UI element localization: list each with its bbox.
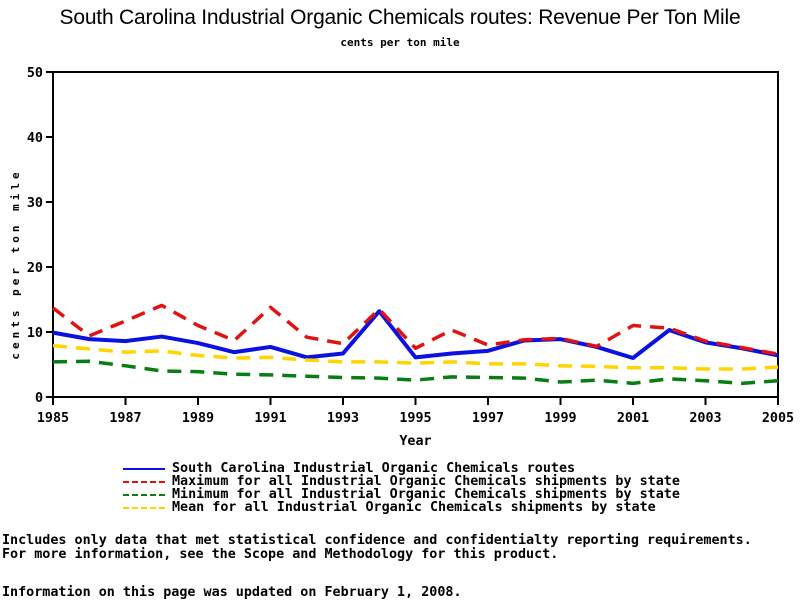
y-tick-label: 20 [27,261,43,276]
legend-label: Mean for all Industrial Organic Chemical… [172,500,656,515]
x-tick-label: 1989 [182,411,214,426]
legend-label: South Carolina Industrial Organic Chemic… [172,461,576,476]
line-chart-plot-area: 0 10 20 30 40 50 1985 1987 1989 1991 1993 1995 1997 1… [9,66,794,449]
legend-label: Minimum for all Industrial Organic Chemi… [172,487,680,502]
y-tick-label: 0 [35,391,43,406]
series-line-3 [52,343,779,371]
legend-item: Maximum for all Industrial Organic Chemi… [123,475,680,488]
legend-line-swatch [123,493,165,496]
x-tick-label: 1999 [544,411,576,426]
legend-line-swatch [123,506,165,509]
y-tick-label: 30 [27,196,43,211]
x-tick-label: 2005 [762,411,794,426]
chart-title: South Carolina Industrial Organic Chemic… [59,6,741,29]
x-axis-title: Year [399,434,431,449]
x-tick-label: 1993 [327,411,359,426]
x-tick-label: 1997 [472,411,504,426]
x-tick-label: 1987 [109,411,141,426]
chart-subtitle: cents per ton mile [340,36,460,49]
series-line-1 [51,303,779,356]
y-tick-label: 40 [27,131,43,146]
y-axis-title: cents per ton mile [9,168,22,359]
chart-legend: South Carolina Industrial Organic Chemic… [123,462,680,514]
update-note: Information on this page was updated on … [2,585,462,600]
legend-label: Maximum for all Industrial Organic Chemi… [172,474,680,489]
legend-item: South Carolina Industrial Organic Chemic… [123,462,680,475]
legend-line-swatch [123,467,165,470]
y-tick-label: 50 [27,66,43,81]
series-line-0 [52,309,779,360]
y-tick-label: 10 [27,326,43,341]
legend-item: Mean for all Industrial Organic Chemical… [123,501,680,514]
x-tick-label: 2001 [617,411,649,426]
legend-item: Minimum for all Industrial Organic Chemi… [123,488,680,501]
x-tick-label: 2003 [689,411,721,426]
x-tick-label: 1991 [254,411,286,426]
legend-line-swatch [123,480,165,483]
x-tick-label: 1985 [37,411,69,426]
footnote-line-2: For more information, see the Scope and … [2,547,559,562]
footnote-line-1: Includes only data that met statistical … [2,533,752,548]
series-line-2 [52,359,779,386]
x-tick-label: 1995 [399,411,431,426]
